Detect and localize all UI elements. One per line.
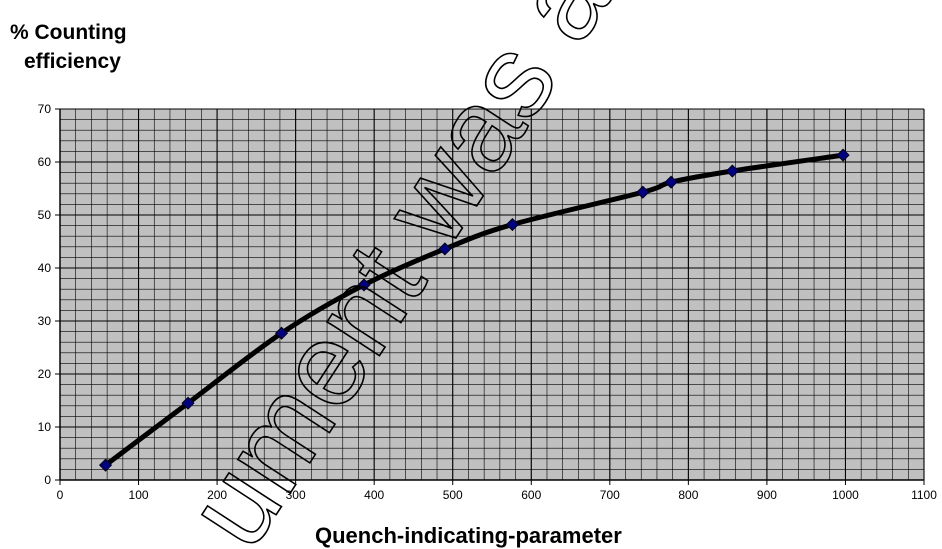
y-tick-label: 30 [38,314,52,328]
y-axis-title-line2: efficiency [24,50,121,73]
plot-area [60,109,924,480]
y-tick-label: 10 [38,420,52,434]
data-point-marker [725,164,739,178]
data-point-marker [664,175,678,189]
x-axis-title: Quench-indicating-parameter [315,523,622,548]
data-point-marker [357,278,371,292]
data-point-marker [181,396,195,410]
data-point-marker [636,185,650,199]
y-axis-title-line1: % Counting [10,21,127,44]
x-tick-label: 100 [129,488,149,502]
data-points [98,148,850,472]
x-tick-label: 700 [600,488,620,502]
x-tick-label: 800 [678,488,698,502]
data-point-marker [98,458,113,472]
y-tick-label: 50 [38,208,52,222]
axes [55,108,925,485]
x-tick-label: 200 [207,488,227,502]
data-point-marker [836,148,850,162]
x-tick-label: 400 [364,488,384,502]
x-tick-label: 600 [521,488,541,502]
y-tick-label: 60 [38,155,52,169]
y-tick-label: 20 [38,367,52,381]
trend-curve [103,152,846,468]
x-tick-label: 0 [57,488,64,502]
data-point-marker [505,217,519,232]
x-tick-label: 1000 [832,488,859,502]
y-tick-label: 40 [38,261,52,275]
x-tick-label: 900 [757,488,777,502]
tick-labels: 0 100 200 300 400 500 600 700 800 900 1000 1100 0 10 2… [38,102,938,502]
y-tick-label: 70 [38,102,52,116]
x-tick-label: 1100 [911,488,937,502]
x-tick-label: 300 [286,488,306,502]
data-point-marker [274,326,289,340]
data-point-marker [438,242,452,256]
y-axis-title: % Counting efficiency [10,18,127,76]
y-tick-label: 0 [44,473,51,487]
x-tick-label: 500 [443,488,463,502]
